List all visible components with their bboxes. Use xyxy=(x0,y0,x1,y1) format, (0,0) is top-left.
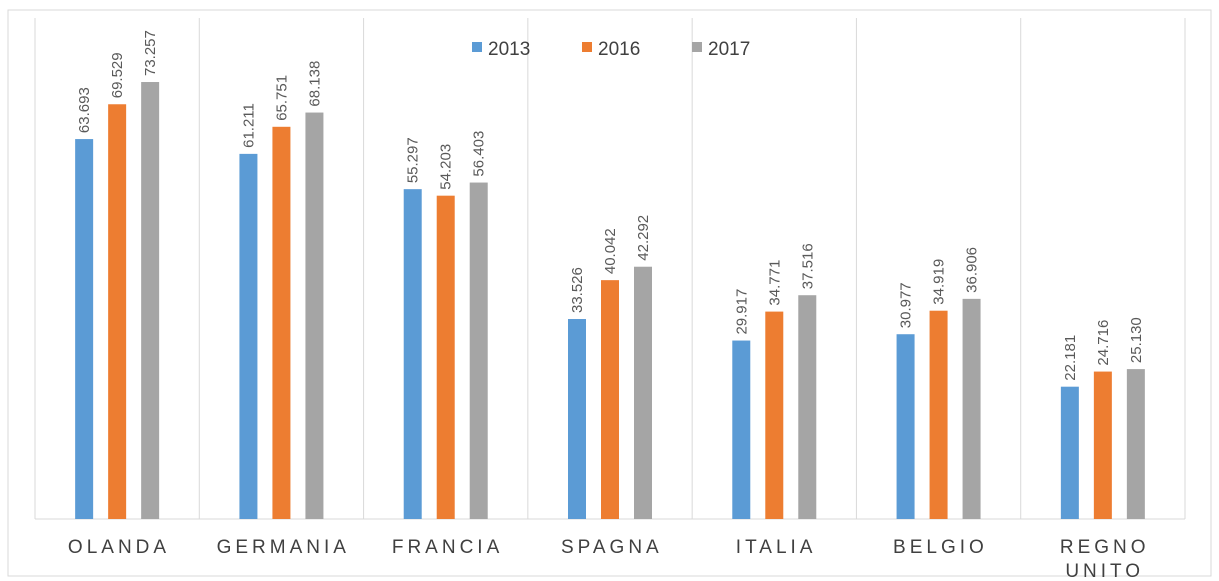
legend-label: 2017 xyxy=(708,39,750,60)
bar xyxy=(732,340,751,519)
bar xyxy=(108,104,127,519)
data-label: 22.181 xyxy=(1062,335,1079,381)
x-tick-label: ITALIA xyxy=(735,537,817,558)
bar xyxy=(305,112,324,520)
data-label: 42.292 xyxy=(635,215,652,261)
data-label: 65.751 xyxy=(273,75,290,121)
legend-label: 2013 xyxy=(488,39,530,60)
data-label: 63.693 xyxy=(76,87,93,133)
data-label: 40.042 xyxy=(602,228,619,274)
data-label: 29.917 xyxy=(733,289,750,335)
bar xyxy=(962,298,981,519)
bar xyxy=(798,295,817,519)
data-label: 54.203 xyxy=(438,144,455,190)
data-label: 36.906 xyxy=(964,247,981,293)
data-label: 69.529 xyxy=(109,52,126,98)
bar xyxy=(141,82,160,519)
bar xyxy=(469,182,488,520)
bar xyxy=(765,311,784,519)
bar xyxy=(896,334,915,519)
data-label: 30.977 xyxy=(898,282,915,328)
bar xyxy=(239,153,258,519)
x-tick-label: GERMANIA xyxy=(216,537,350,558)
data-label: 34.919 xyxy=(931,259,948,305)
bar xyxy=(568,319,586,519)
bar xyxy=(403,189,422,520)
data-label: 61.211 xyxy=(240,103,257,148)
data-label: 55.297 xyxy=(405,137,422,183)
data-label: 56.403 xyxy=(471,131,488,177)
legend-swatch xyxy=(582,42,592,52)
data-label: 24.716 xyxy=(1095,320,1112,366)
bar xyxy=(75,139,94,519)
data-label: 37.516 xyxy=(799,243,816,289)
bar xyxy=(634,266,652,519)
x-tick-label: REGNO UNITO xyxy=(1059,537,1150,581)
legend-swatch xyxy=(472,42,482,52)
legend-label: 2016 xyxy=(598,39,640,60)
data-label: 34.771 xyxy=(766,260,783,306)
bar xyxy=(272,126,291,519)
data-label: 25.130 xyxy=(1128,317,1145,363)
bar xyxy=(601,280,619,519)
data-label: 33.526 xyxy=(569,267,586,313)
x-tick-label: OLANDA xyxy=(67,537,171,558)
x-tick-label: SPAGNA xyxy=(560,537,663,558)
x-tick-label: FRANCIA xyxy=(391,537,504,558)
bar xyxy=(436,195,455,519)
bar xyxy=(929,310,948,519)
bar xyxy=(1126,369,1145,519)
data-label: 68.138 xyxy=(306,61,323,107)
bar xyxy=(1093,371,1112,519)
bar xyxy=(1060,386,1079,519)
data-label: 73.257 xyxy=(142,30,159,76)
frame xyxy=(7,9,1212,577)
x-tick-label: BELGIO xyxy=(893,537,988,558)
legend-swatch xyxy=(692,42,702,52)
